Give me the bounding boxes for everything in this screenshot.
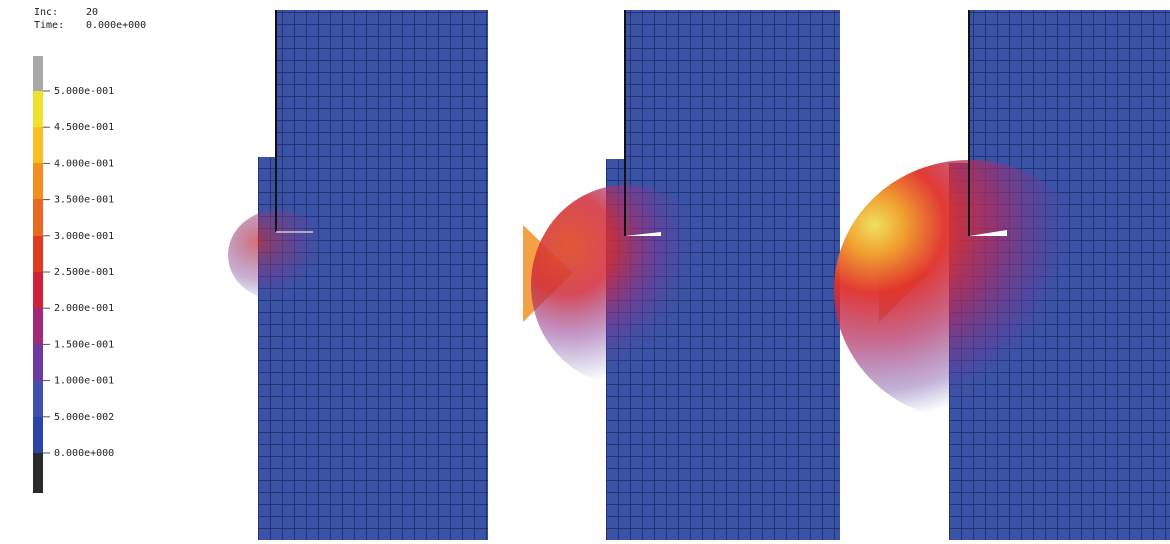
screen: Inc: 20 Time: 0.000e+000 5.000e-001 4.500… [0, 0, 1170, 540]
legend-label: 1.000e-001 [54, 376, 114, 387]
result-panel-2 [531, 10, 840, 540]
time-label: Time: [34, 20, 64, 31]
inc-value: 20 [86, 7, 98, 18]
legend-label: 2.000e-001 [54, 303, 114, 314]
legend-label: 5.000e-002 [54, 412, 114, 423]
legend-labels: 5.000e-001 4.500e-001 4.000e-001 3.500e-001… [43, 86, 114, 459]
result-panel-1 [228, 10, 488, 540]
result-panel-3 [834, 10, 1170, 540]
legend-label: 0.000e+000 [54, 448, 114, 459]
legend-label: 5.000e-001 [54, 86, 114, 97]
legend-label: 3.000e-001 [54, 231, 114, 242]
legend-label: 4.500e-001 [54, 122, 114, 133]
legend-label: 4.000e-001 [54, 158, 114, 169]
time-value: 0.000e+000 [86, 20, 146, 31]
inc-label: Inc: [34, 7, 58, 18]
legend-label: 2.500e-001 [54, 267, 114, 278]
color-scale [33, 56, 43, 493]
legend-label: 1.500e-001 [54, 339, 114, 350]
legend-label: 3.500e-001 [54, 195, 114, 206]
